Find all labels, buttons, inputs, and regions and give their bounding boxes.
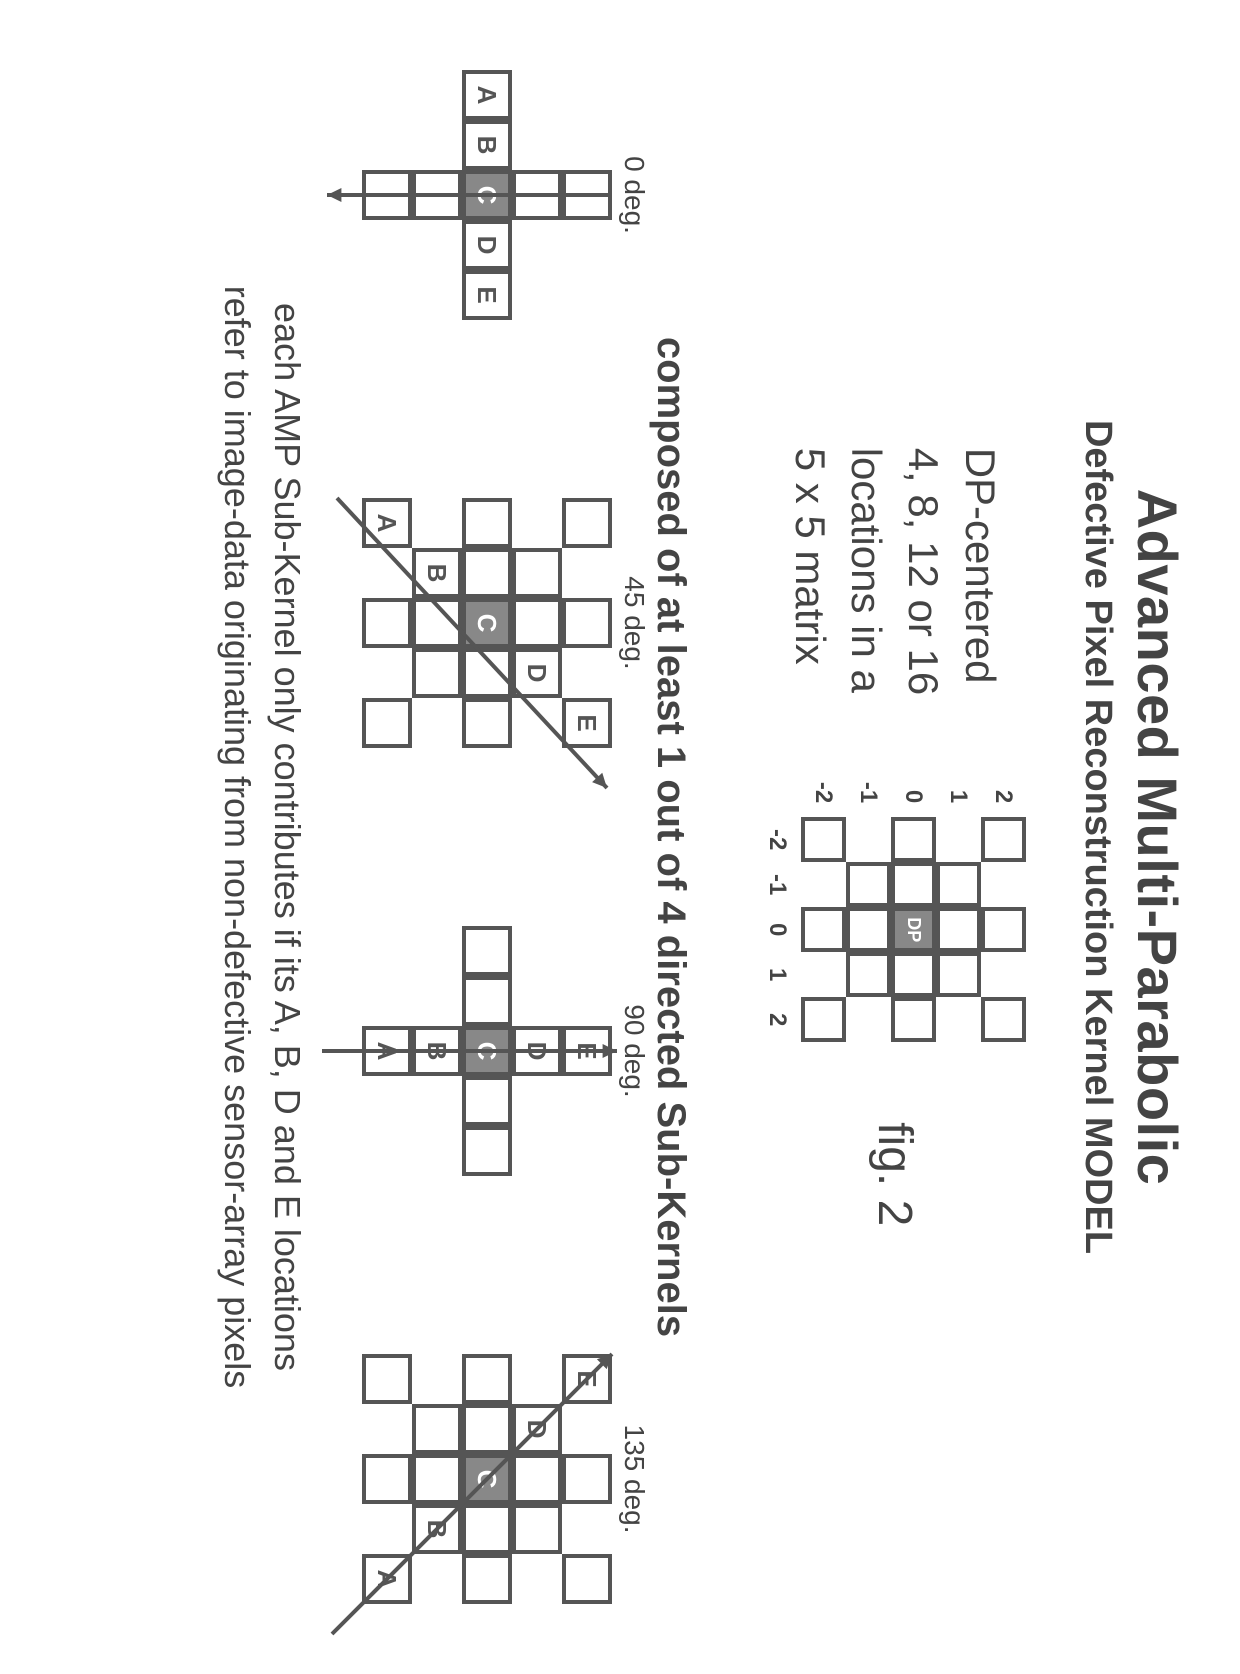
sub-kernel-45: 45 deg.ABCDE	[362, 498, 612, 748]
grid-cell	[801, 907, 846, 952]
desc-line: 5 x 5 matrix	[781, 448, 838, 696]
sub-kernel-grid: ABCDE	[362, 926, 612, 1176]
axis-label: -1	[846, 775, 891, 803]
axis-label: 1	[763, 952, 791, 997]
axis-label: -1	[763, 862, 791, 907]
row-labels: 2 1 0 -1 -2	[801, 775, 1026, 803]
sub-kernels-row: 0 deg.ABCDE 45 deg.ABCDE 90 deg.ABCDE 135 d…	[362, 70, 612, 1604]
grid-cell	[846, 862, 891, 907]
direction-arrow-icon	[312, 20, 662, 370]
desc-line: locations in a	[838, 448, 895, 696]
grid-cell	[936, 952, 981, 997]
grid-cell	[891, 862, 936, 907]
grid-cell	[981, 817, 1026, 862]
figure-label: fig. 2	[867, 1122, 922, 1226]
grid-cell	[936, 862, 981, 907]
axis-label: 2	[763, 997, 791, 1042]
sub-kernel-90: 90 deg.ABCDE	[362, 926, 612, 1176]
grid-cell	[891, 997, 936, 1042]
desc-line: DP-centered	[951, 448, 1008, 696]
bottom-line-2: refer to image-data originating from non…	[211, 286, 261, 1389]
sub-kernel-grid: ABCDE	[362, 70, 612, 320]
sub-kernel-0: 0 deg.ABCDE	[362, 70, 612, 320]
sub-kernel-grid: ABCDE	[362, 1354, 612, 1604]
grid-cell	[891, 952, 936, 997]
grid-cell	[981, 997, 1026, 1042]
axis-label: 2	[981, 775, 1026, 803]
axis-label: 0	[891, 775, 936, 803]
grid-cell	[936, 907, 981, 952]
axis-label: -2	[763, 817, 791, 862]
main-grid-wrap: 2 1 0 -1 -2 DP -2 -1 0 1 2	[763, 775, 1026, 1042]
main-grid: DP	[801, 817, 1026, 1042]
grid-cell	[801, 997, 846, 1042]
grid-cell	[846, 907, 891, 952]
col-labels: -2 -1 0 1 2	[763, 817, 791, 1042]
grid-cell: DP	[891, 907, 936, 952]
sub-kernel-grid: ABCDE	[362, 498, 612, 748]
direction-arrow-icon	[312, 876, 662, 1226]
upper-section: DP-centered 4, 8, 12 or 16 locations in …	[763, 70, 1026, 1604]
bottom-line-1: each AMP Sub-Kernel only contributes if …	[262, 286, 312, 1389]
grid-cell	[891, 817, 936, 862]
subtitle: Defective Pixel Reconstruction Kernel MO…	[1076, 420, 1119, 1254]
bottom-caption: each AMP Sub-Kernel only contributes if …	[211, 286, 312, 1389]
grid-cell	[981, 907, 1026, 952]
sub-kernel-135: 135 deg.ABCDE	[362, 1354, 612, 1604]
desc-line: 4, 8, 12 or 16	[895, 448, 952, 696]
description-block: DP-centered 4, 8, 12 or 16 locations in …	[781, 448, 1008, 696]
title: Advanced Multi-Parabolic	[1125, 489, 1190, 1186]
axis-label: 1	[936, 775, 981, 803]
axis-label: 0	[763, 907, 791, 952]
direction-arrow-icon	[312, 448, 662, 798]
grid-cell	[801, 817, 846, 862]
axis-label: -2	[801, 775, 846, 803]
direction-arrow-icon	[312, 1304, 662, 1654]
grid-cell	[846, 952, 891, 997]
